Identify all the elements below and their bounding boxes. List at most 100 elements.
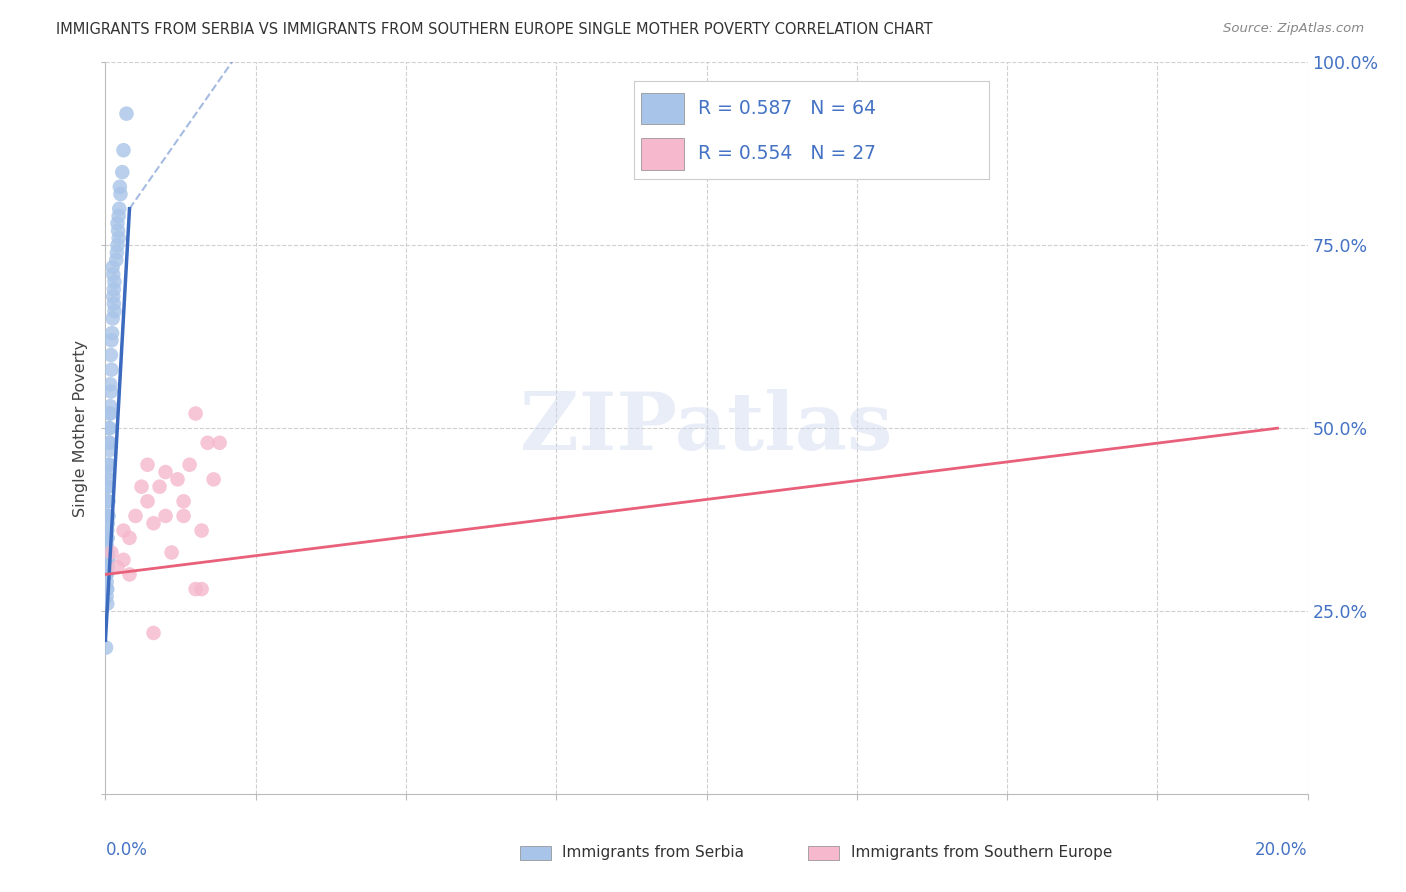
- Point: [103, 304, 125, 318]
- Text: R = 0.587   N = 64: R = 0.587 N = 64: [699, 99, 876, 118]
- Point: [124, 508, 146, 523]
- Point: [96, 567, 118, 582]
- FancyBboxPatch shape: [641, 138, 685, 169]
- Point: [96, 597, 118, 611]
- Point: [97, 508, 120, 523]
- Point: [97, 508, 120, 523]
- Point: [96, 567, 118, 582]
- Point: [107, 238, 129, 252]
- Point: [96, 531, 118, 545]
- Point: [184, 407, 207, 421]
- Point: [96, 582, 118, 596]
- Point: [112, 143, 135, 157]
- Point: [108, 202, 131, 216]
- Point: [155, 508, 177, 523]
- Point: [97, 545, 120, 559]
- Point: [190, 582, 212, 596]
- Text: Source: ZipAtlas.com: Source: ZipAtlas.com: [1223, 22, 1364, 36]
- Point: [131, 480, 153, 494]
- Point: [98, 407, 121, 421]
- Point: [166, 472, 188, 486]
- Point: [142, 626, 165, 640]
- Point: [98, 435, 121, 450]
- Point: [97, 465, 120, 479]
- Point: [103, 297, 125, 311]
- Point: [96, 538, 118, 552]
- Point: [148, 480, 170, 494]
- Point: [97, 553, 120, 567]
- Point: [136, 458, 159, 472]
- Point: [179, 458, 201, 472]
- Point: [103, 275, 125, 289]
- Point: [103, 268, 125, 282]
- Point: [107, 209, 129, 223]
- Y-axis label: Single Mother Poverty: Single Mother Poverty: [73, 340, 89, 516]
- Point: [97, 480, 120, 494]
- Point: [202, 472, 225, 486]
- Point: [97, 480, 120, 494]
- Point: [112, 553, 135, 567]
- Point: [96, 553, 118, 567]
- Point: [98, 377, 121, 392]
- Point: [100, 545, 122, 559]
- Point: [118, 567, 141, 582]
- Point: [97, 494, 120, 508]
- Text: 0.0%: 0.0%: [105, 841, 148, 859]
- Point: [208, 435, 231, 450]
- Text: IMMIGRANTS FROM SERBIA VS IMMIGRANTS FROM SOUTHERN EUROPE SINGLE MOTHER POVERTY : IMMIGRANTS FROM SERBIA VS IMMIGRANTS FRO…: [56, 22, 932, 37]
- Point: [97, 472, 120, 486]
- Text: 20.0%: 20.0%: [1256, 841, 1308, 859]
- FancyBboxPatch shape: [641, 93, 685, 124]
- Point: [96, 531, 118, 545]
- Text: ZIPatlas: ZIPatlas: [520, 389, 893, 467]
- Point: [107, 231, 129, 245]
- Text: Immigrants from Southern Europe: Immigrants from Southern Europe: [851, 846, 1112, 860]
- Point: [97, 516, 120, 531]
- Point: [98, 421, 121, 435]
- Point: [105, 245, 128, 260]
- Point: [96, 582, 118, 596]
- Point: [101, 260, 124, 275]
- Point: [160, 545, 183, 559]
- Point: [98, 407, 121, 421]
- Point: [108, 179, 131, 194]
- Point: [112, 524, 135, 538]
- Point: [107, 224, 129, 238]
- Point: [98, 458, 121, 472]
- Point: [103, 282, 125, 296]
- Point: [155, 465, 177, 479]
- Point: [101, 326, 124, 340]
- Point: [98, 443, 121, 458]
- Point: [96, 590, 118, 604]
- Point: [173, 494, 195, 508]
- Point: [190, 524, 212, 538]
- Point: [97, 494, 120, 508]
- Point: [118, 531, 141, 545]
- Point: [100, 348, 122, 362]
- Point: [98, 399, 121, 413]
- Point: [111, 165, 134, 179]
- Point: [96, 524, 118, 538]
- Point: [101, 311, 124, 326]
- Point: [110, 187, 132, 202]
- Point: [97, 458, 120, 472]
- Point: [103, 289, 125, 303]
- Point: [96, 574, 118, 589]
- Point: [142, 516, 165, 531]
- Point: [197, 435, 219, 450]
- Point: [97, 508, 120, 523]
- Point: [98, 435, 121, 450]
- Point: [98, 421, 121, 435]
- Point: [107, 216, 129, 230]
- Point: [184, 582, 207, 596]
- Point: [94, 640, 117, 655]
- Point: [100, 362, 122, 376]
- Point: [136, 494, 159, 508]
- Point: [100, 334, 122, 348]
- Point: [97, 560, 120, 574]
- Point: [96, 531, 118, 545]
- Point: [173, 508, 195, 523]
- Point: [107, 560, 129, 574]
- Point: [115, 106, 138, 120]
- Text: R = 0.554   N = 27: R = 0.554 N = 27: [699, 145, 876, 163]
